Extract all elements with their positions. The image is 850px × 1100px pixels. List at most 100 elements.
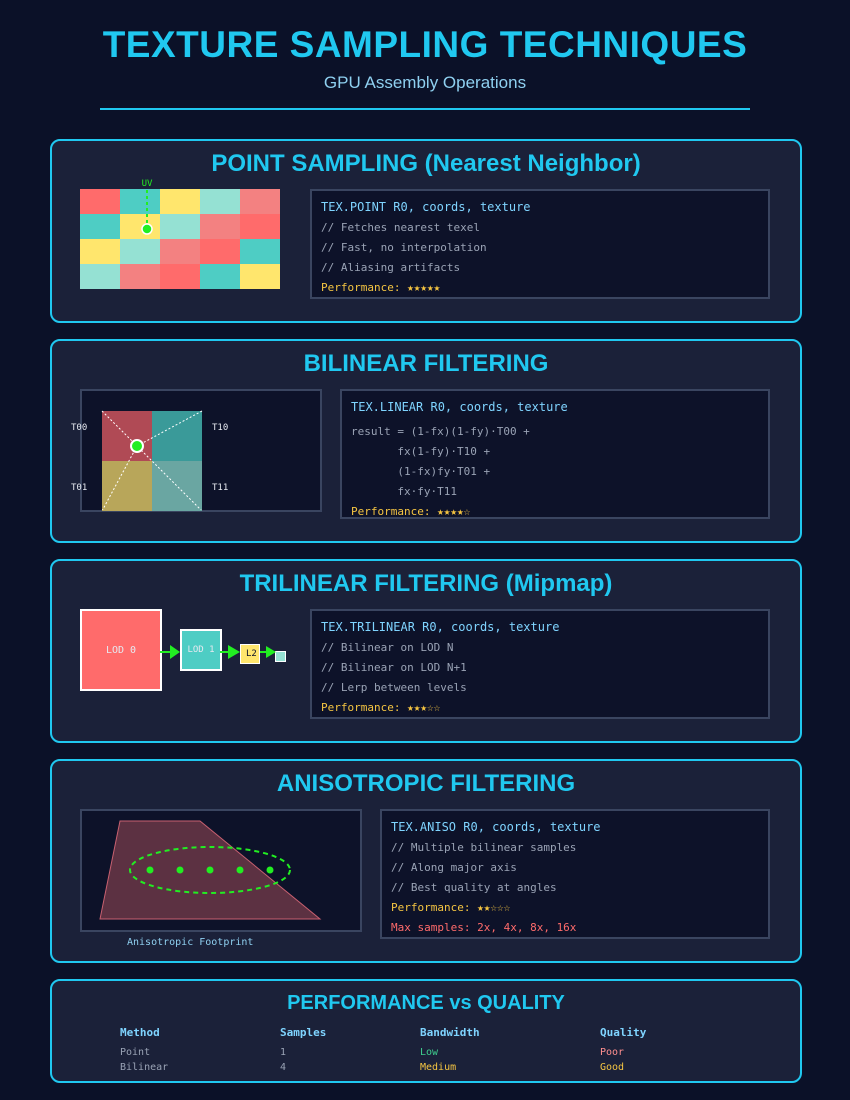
texel-cell	[240, 189, 280, 214]
panel-title: BILINEAR FILTERING	[303, 350, 549, 377]
code-instruction: TEX.POINT R0, coords, texture	[321, 200, 531, 214]
texel-cell	[240, 239, 280, 264]
texel-t00	[102, 411, 152, 461]
header-divider	[100, 108, 750, 110]
sample-point	[130, 439, 144, 453]
code-comment: // Best quality at angles	[391, 881, 557, 894]
panel-title: POINT SAMPLING (Nearest Neighbor)	[211, 150, 641, 177]
column-header: Method	[120, 1026, 160, 1039]
texel-cell	[160, 239, 200, 264]
code-comment: // Fetches nearest texel	[321, 221, 480, 234]
texel-cell	[240, 214, 280, 239]
performance-rating: Performance: ★★★★☆	[351, 505, 471, 518]
lod-arrows	[160, 645, 276, 659]
panel-title: ANISOTROPIC FILTERING	[276, 770, 576, 797]
page-title: TEXTURE SAMPLING TECHNIQUES	[102, 24, 748, 65]
texel-cell	[200, 239, 240, 264]
performance-rating: Performance: ★★★★★	[321, 281, 441, 294]
aniso-caption: Anisotropic Footprint	[127, 937, 254, 948]
sample-point	[146, 866, 154, 874]
label-t10: T10	[212, 423, 229, 433]
code-comment: // Multiple bilinear samples	[391, 841, 577, 854]
anisotropic-panel: ANISOTROPIC FILTERING Anisotropic Footpr…	[50, 759, 802, 963]
bilinear-code-block: TEX.LINEAR R0, coords, texture result = …	[340, 389, 770, 519]
code-comment: // Bilinear on LOD N+1	[321, 661, 467, 674]
cell-bandwidth: Low	[420, 1047, 439, 1058]
code-instruction: TEX.ANISO R0, coords, texture	[391, 820, 601, 834]
texel-cell	[120, 214, 160, 239]
aniso-code-block: TEX.ANISO R0, coords, texture // Multipl…	[380, 809, 770, 939]
lod2-box: L2	[240, 644, 260, 664]
column-header: Samples	[280, 1026, 327, 1039]
label-t11: T11	[212, 483, 229, 493]
sample-point	[206, 866, 214, 874]
uv-label: UV	[142, 179, 153, 189]
panel-title: PERFORMANCE vs QUALITY	[287, 992, 565, 1014]
performance-rating: Performance: ★★★☆☆	[321, 701, 441, 714]
code-formula: fx(1-fy)·T10 +	[351, 445, 491, 458]
lod1-box: LOD 1	[180, 629, 222, 671]
sample-point	[236, 866, 244, 874]
texel-cell	[160, 189, 200, 214]
texel-t11	[152, 461, 202, 511]
column-header: Quality	[600, 1026, 647, 1039]
max-samples: Max samples: 2x, 4x, 8x, 16x	[391, 921, 577, 934]
cell-quality: Poor	[600, 1047, 625, 1058]
aniso-diagram	[80, 809, 362, 932]
texel-cell	[160, 264, 200, 289]
bilinear-diagram: T00 T10 T01 T11	[71, 389, 322, 512]
cell-method: Point	[120, 1047, 151, 1058]
cell-method: Bilinear	[120, 1062, 169, 1073]
texel-cell	[80, 264, 120, 289]
texel-cell	[200, 264, 240, 289]
texel-cell	[200, 189, 240, 214]
label-t00: T00	[71, 423, 88, 433]
code-instruction: TEX.LINEAR R0, coords, texture	[351, 400, 568, 414]
bilinear-panel: BILINEAR FILTERING T00 T10 T01 T11 TEX.L…	[50, 339, 802, 543]
texel-cell	[240, 264, 280, 289]
texel-cell	[200, 214, 240, 239]
code-formula: result = (1-fx)(1-fy)·T00 +	[351, 425, 530, 438]
code-comment: // Along major axis	[391, 861, 517, 874]
lod1-label: LOD 1	[187, 645, 215, 655]
texel-cell	[120, 189, 160, 214]
point-texel-grid	[80, 189, 280, 289]
code-comment: // Lerp between levels	[321, 681, 467, 694]
code-comment: // Fast, no interpolation	[321, 241, 487, 254]
code-comment: // Aliasing artifacts	[321, 261, 461, 274]
cell-quality: Good	[600, 1062, 625, 1073]
footprint-ellipse	[129, 846, 291, 894]
sample-point	[141, 223, 153, 235]
lod0-label: LOD 0	[105, 645, 137, 656]
lod2-label: L2	[246, 649, 257, 659]
code-formula: (1-fx)fy·T01 +	[351, 465, 491, 478]
point-code-block: TEX.POINT R0, coords, texture // Fetches…	[310, 189, 770, 299]
trilinear-panel: TRILINEAR FILTERING (Mipmap) LOD 0 LOD 1…	[50, 559, 802, 743]
cell-samples: 1	[280, 1047, 287, 1058]
sample-point	[266, 866, 274, 874]
point-sampling-panel: POINT SAMPLING (Nearest Neighbor) UV TEX…	[50, 139, 802, 323]
texel-cell	[80, 239, 120, 264]
performance-rating: Performance: ★★☆☆☆	[391, 901, 511, 914]
texel-cell	[120, 264, 160, 289]
cell-bandwidth: Medium	[420, 1062, 457, 1073]
code-formula: fx·fy·T11	[351, 485, 457, 498]
texel-cell	[80, 214, 120, 239]
page-subtitle: GPU Assembly Operations	[323, 73, 527, 92]
uv-marker: UV	[141, 179, 153, 235]
code-instruction: TEX.TRILINEAR R0, coords, texture	[321, 620, 560, 634]
column-header: Bandwidth	[420, 1026, 480, 1039]
cell-samples: 4	[280, 1062, 287, 1073]
texel-cell	[160, 214, 200, 239]
lod0-box: LOD 0	[80, 609, 162, 691]
texel-cell	[120, 239, 160, 264]
performance-table-panel: PERFORMANCE vs QUALITY Method Samples Ba…	[50, 979, 802, 1083]
texel-t01	[102, 461, 152, 511]
trilinear-code-block: TEX.TRILINEAR R0, coords, texture // Bil…	[310, 609, 770, 719]
code-comment: // Bilinear on LOD N	[321, 641, 454, 654]
panel-title: TRILINEAR FILTERING (Mipmap)	[239, 570, 613, 597]
label-t01: T01	[71, 483, 88, 493]
texel-cell	[80, 189, 120, 214]
lod3-box	[275, 651, 286, 662]
texel-t10	[152, 411, 202, 461]
